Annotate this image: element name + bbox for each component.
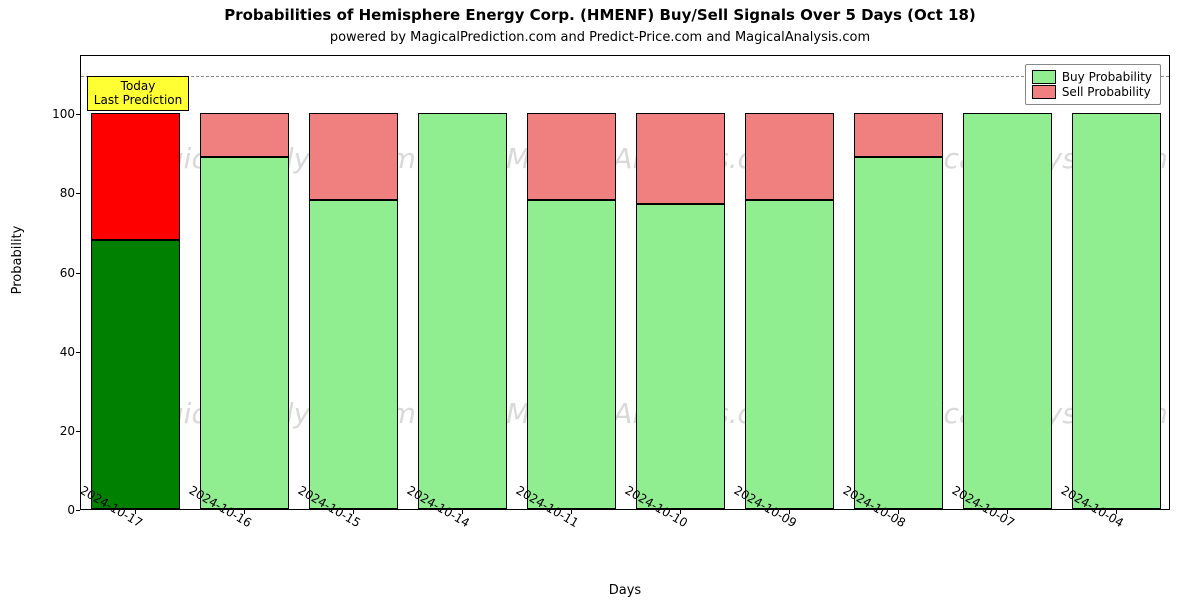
buy-bar: [309, 200, 398, 509]
gridline: [81, 76, 1169, 77]
buy-bar: [200, 157, 289, 509]
chart-container: Probabilities of Hemisphere Energy Corp.…: [0, 0, 1200, 600]
sell-bar: [854, 113, 943, 157]
buy-bar: [745, 200, 834, 509]
y-tick-label: 80: [15, 186, 75, 200]
y-tick-label: 40: [15, 345, 75, 359]
buy-bar: [527, 200, 616, 509]
buy-bar: [963, 113, 1052, 509]
buy-bar: [854, 157, 943, 509]
today-callout: Today Last Prediction: [87, 76, 189, 111]
y-tick-label: 60: [15, 266, 75, 280]
sell-bar: [745, 113, 834, 200]
legend-label: Buy Probability: [1062, 70, 1152, 84]
y-tick-label: 20: [15, 424, 75, 438]
buy-bar: [1072, 113, 1161, 509]
buy-bar: [418, 113, 507, 509]
legend-item: Buy Probability: [1032, 70, 1152, 84]
y-tick-label: 100: [15, 107, 75, 121]
legend-swatch: [1032, 70, 1056, 84]
chart-subtitle: powered by MagicalPrediction.com and Pre…: [0, 30, 1200, 45]
today-callout-line1: Today: [94, 79, 182, 93]
sell-bar: [91, 113, 180, 240]
chart-title: Probabilities of Hemisphere Energy Corp.…: [0, 6, 1200, 24]
x-axis-label: Days: [80, 583, 1170, 598]
buy-bar: [91, 240, 180, 509]
today-callout-line2: Last Prediction: [94, 93, 182, 107]
y-tick-label: 0: [15, 503, 75, 517]
buy-bar: [636, 204, 725, 509]
legend-label: Sell Probability: [1062, 85, 1151, 99]
legend-item: Sell Probability: [1032, 85, 1152, 99]
legend-swatch: [1032, 85, 1056, 99]
y-tick-mark: [76, 510, 80, 511]
plot-area: MagicalAnalysis.comMagicalAnalysis.comMa…: [80, 55, 1170, 510]
sell-bar: [527, 113, 616, 200]
sell-bar: [309, 113, 398, 200]
sell-bar: [200, 113, 289, 157]
legend: Buy ProbabilitySell Probability: [1025, 64, 1161, 105]
sell-bar: [636, 113, 725, 204]
y-axis-label: Probability: [10, 226, 25, 295]
